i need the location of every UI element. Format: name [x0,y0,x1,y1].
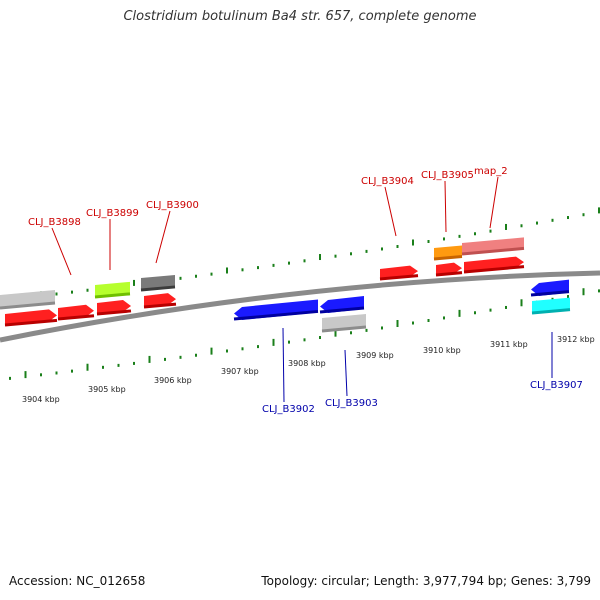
genome-title: Clostridium botulinum Ba4 str. 657, comp… [123,9,477,24]
callout-layer: CLJ_B3898 CLJ_B3899 CLJ_B3900 CLJ_B3904 CLJ_… [28,166,583,415]
gene-callout-line [155,210,171,264]
gene-label-clj_b3900: CLJ_B3900 [146,200,199,211]
feature-red-4 [143,293,177,309]
gene-callout-line [344,349,348,397]
gene-label-clj_b3903: CLJ_B3903 [325,398,378,409]
ruler-label: 3909 kbp [356,351,394,360]
feature-blue-2 [319,296,365,314]
topology-text: Topology: circular; Length: 3,977,794 bp… [261,574,591,588]
accession-text: Accession: NC_012658 [9,574,146,588]
feature-darkgrey [140,274,176,292]
ruler-label: 3912 kbp [557,335,595,344]
gene-label-clj_b3907: CLJ_B3907 [530,380,583,391]
gene-callout-line [444,180,447,233]
ruler-labels: 3904 kbp 3905 kbp 3906 kbp 3907 kbp 3908 kbp… [22,335,595,404]
feature-red-7 [463,256,525,274]
gene-label-map_2: map_2 [474,166,508,177]
ruler-label: 3911 kbp [490,340,528,349]
ruler-label: 3910 kbp [423,346,461,355]
ruler-label: 3907 kbp [221,367,259,376]
feature-pink [461,237,525,256]
gene-callout-line [384,186,397,237]
lower-ruler-ticks [9,288,600,380]
feature-lime [94,281,131,299]
feature-red-5 [379,265,419,281]
gene-label-clj_b3904: CLJ_B3904 [361,176,414,187]
gene-callout-line [489,176,499,229]
feature-grey-2 [321,314,367,333]
ruler-label: 3904 kbp [22,395,60,404]
feature-cyan [531,297,571,315]
genome-backbone [0,270,600,343]
ruler-label: 3905 kbp [88,385,126,394]
feature-blue-1 [233,299,319,321]
gene-label-clj_b3898: CLJ_B3898 [28,217,81,228]
gene-label-clj_b3905: CLJ_B3905 [421,170,474,181]
ruler-label: 3906 kbp [154,376,192,385]
feature-grey-1 [0,290,56,310]
gene-label-clj_b3899: CLJ_B3899 [86,208,139,219]
gene-callout-line [282,327,285,403]
feature-layer [0,237,571,333]
feature-red-2 [57,304,95,321]
feature-red-1 [4,309,58,327]
feature-red-6 [435,262,463,277]
feature-blue-3 [530,279,570,297]
gene-callout-line [51,227,72,276]
gene-label-clj_b3902: CLJ_B3902 [262,404,315,415]
feature-orange [433,245,463,261]
feature-red-3 [96,299,132,316]
ruler-label: 3908 kbp [288,359,326,368]
